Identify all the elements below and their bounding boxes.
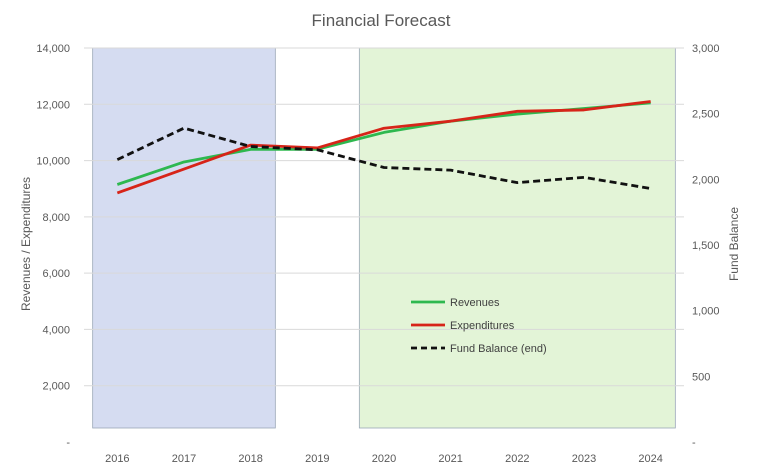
left-tick-label: 8,000 — [42, 212, 70, 224]
x-tick-label: 2018 — [238, 453, 262, 465]
left-tick-label: 6,000 — [42, 268, 70, 280]
right-tick-label: 1,500 — [692, 240, 720, 252]
left-tick-label: - — [66, 437, 70, 449]
left-tick-label: 2,000 — [42, 381, 70, 393]
shaded-region-2016-2018 — [92, 47, 276, 429]
right-tick-label: 2,000 — [692, 174, 720, 186]
right-tick-label: 500 — [692, 371, 710, 383]
right-axis-ticks: - 500 1,000 1,500 2,000 2,500 3,000 — [692, 43, 720, 449]
series-lines — [116, 100, 651, 195]
shaded-regions — [92, 47, 676, 429]
x-tick-label: 2024 — [638, 453, 662, 465]
x-tick-label: 2019 — [305, 453, 329, 465]
legend-label: Fund Balance (end) — [450, 343, 547, 355]
x-tick-label: 2016 — [105, 453, 129, 465]
right-tick-label: 3,000 — [692, 43, 720, 55]
x-tick-label: 2020 — [372, 453, 396, 465]
right-tick-label: 1,000 — [692, 306, 720, 318]
series-line-expenditures — [116, 100, 651, 195]
x-tick-label: 2023 — [572, 453, 596, 465]
series-line-fund-balance-end — [116, 126, 651, 190]
x-axis-ticks: 2016 2017 2018 2019 2020 2021 2022 2023 2024 — [105, 453, 663, 465]
x-tick-label: 2022 — [505, 453, 529, 465]
legend: Revenues Expenditures Fund Balance (end) — [411, 297, 547, 355]
left-tick-label: 12,000 — [36, 99, 70, 111]
legend-label: Expenditures — [450, 320, 515, 332]
chart-title: Financial Forecast — [312, 11, 451, 30]
right-tick-label: - — [692, 437, 696, 449]
left-tick-label: 14,000 — [36, 43, 70, 55]
right-axis-label: Fund Balance — [727, 207, 741, 281]
x-tick-label: 2017 — [172, 453, 196, 465]
x-tick-label: 2021 — [438, 453, 462, 465]
legend-label: Revenues — [450, 297, 500, 309]
left-tick-label: 4,000 — [42, 324, 70, 336]
left-tick-label: 10,000 — [36, 156, 70, 168]
right-tick-label: 2,500 — [692, 109, 720, 121]
left-axis-ticks: - 2,000 4,000 6,000 8,000 10,000 12,000 14,000 — [36, 43, 70, 449]
left-axis-label: Revenues / Expenditures — [19, 177, 33, 311]
